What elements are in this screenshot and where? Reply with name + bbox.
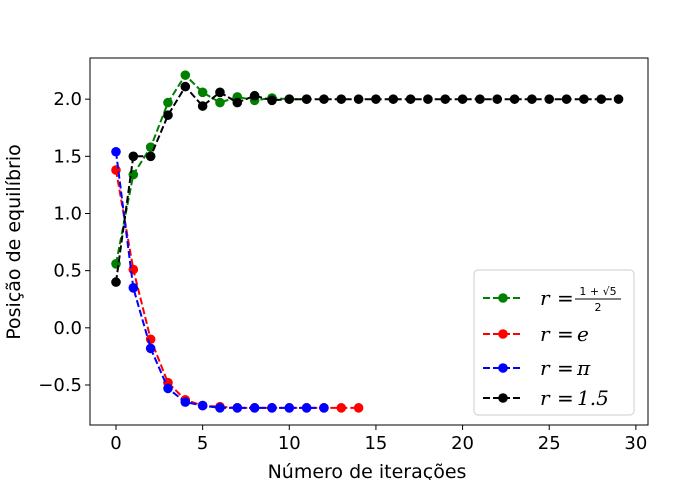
legend-fraction-numerator: 1 + √5	[579, 285, 616, 298]
legend-symbol: r	[540, 322, 551, 346]
data-point	[475, 94, 485, 104]
x-tick-label: 25	[538, 433, 561, 454]
legend-equals: =	[557, 322, 574, 346]
legend-box	[473, 269, 635, 416]
data-point	[561, 94, 572, 104]
data-point	[301, 403, 312, 413]
data-point	[579, 94, 589, 104]
data-point	[232, 403, 243, 413]
data-point	[353, 94, 364, 104]
plot-area	[111, 70, 624, 413]
legend-value: e	[577, 322, 589, 346]
data-point	[163, 383, 173, 394]
data-point	[544, 94, 555, 104]
data-point	[180, 397, 191, 407]
x-tick-label: 30	[624, 433, 647, 454]
data-point	[388, 94, 399, 104]
series-3	[111, 81, 624, 287]
legend-value: π	[576, 356, 591, 380]
legend-symbol: r	[540, 386, 551, 410]
data-point	[197, 87, 208, 98]
legend-marker	[498, 363, 508, 373]
x-axis-ticks: 0 5 10 15 20 25 30	[110, 425, 647, 454]
data-point	[596, 94, 607, 104]
x-tick-label: 0	[110, 433, 121, 454]
x-axis-label: Número de iterações	[268, 461, 467, 480]
data-point	[197, 101, 208, 111]
x-tick-label: 5	[197, 433, 208, 454]
axes-frame	[89, 57, 649, 426]
legend-symbol: r	[540, 356, 551, 380]
y-axis-label: Posição de equilíbrio	[3, 144, 25, 340]
legend-marker	[498, 329, 508, 339]
data-point	[249, 403, 260, 413]
data-point	[319, 94, 329, 104]
y-tick-label: 1.5	[53, 146, 82, 167]
data-point	[353, 403, 364, 413]
data-point	[319, 403, 329, 413]
data-point	[197, 400, 208, 411]
legend-equals: =	[557, 286, 574, 310]
data-point	[145, 343, 156, 354]
data-point	[301, 94, 312, 104]
data-point	[128, 283, 139, 293]
y-tick-label: −0.5	[38, 375, 82, 396]
y-tick-label: 0.0	[53, 318, 82, 339]
y-tick-label: 2.0	[53, 89, 82, 110]
x-tick-label: 10	[278, 433, 301, 454]
data-point	[111, 277, 121, 287]
data-point	[423, 94, 433, 104]
data-point	[267, 403, 277, 413]
series-2	[111, 146, 329, 413]
legend-marker	[498, 393, 508, 403]
x-tick-label: 15	[364, 433, 387, 454]
data-point	[163, 110, 173, 120]
y-axis-ticks: −0.5 0.0 0.5 1.0 1.5 2.0	[38, 89, 90, 396]
legend-equals: =	[557, 356, 574, 380]
data-point	[111, 146, 121, 157]
data-point	[215, 87, 225, 98]
data-point	[613, 94, 624, 104]
legend-entry: r = 1.5	[483, 386, 609, 410]
y-tick-label: 1.0	[53, 203, 82, 224]
legend-fraction-denominator: 2	[595, 301, 602, 314]
data-point	[405, 94, 416, 104]
legend-entry: r = π	[483, 356, 591, 380]
data-point	[128, 151, 139, 162]
data-point	[163, 97, 173, 108]
data-point	[440, 94, 451, 104]
data-point	[232, 97, 243, 108]
y-tick-label: 0.5	[53, 261, 82, 282]
legend-symbol: r	[540, 286, 551, 310]
data-point	[145, 151, 156, 162]
data-point	[336, 403, 347, 413]
data-point	[215, 97, 225, 108]
legend-marker	[498, 293, 508, 303]
data-point	[284, 94, 295, 104]
data-point	[457, 94, 468, 104]
data-point	[336, 94, 347, 104]
data-point	[371, 94, 381, 104]
data-point	[180, 70, 191, 80]
legend-value: 1.5	[577, 386, 609, 410]
data-point	[249, 90, 260, 101]
legend-equals: =	[557, 386, 574, 410]
data-point	[267, 95, 277, 106]
legend: r = 1 + √52r = er = πr = 1.5	[473, 269, 635, 416]
data-point	[527, 94, 537, 104]
legend-entry: r = e	[483, 322, 589, 346]
data-point	[180, 81, 191, 92]
data-point	[509, 94, 520, 104]
data-point	[284, 403, 295, 413]
data-point	[215, 403, 225, 413]
legend-entry: r = 1 + √5 2	[483, 285, 621, 314]
data-point	[492, 94, 503, 104]
x-tick-label: 20	[451, 433, 474, 454]
